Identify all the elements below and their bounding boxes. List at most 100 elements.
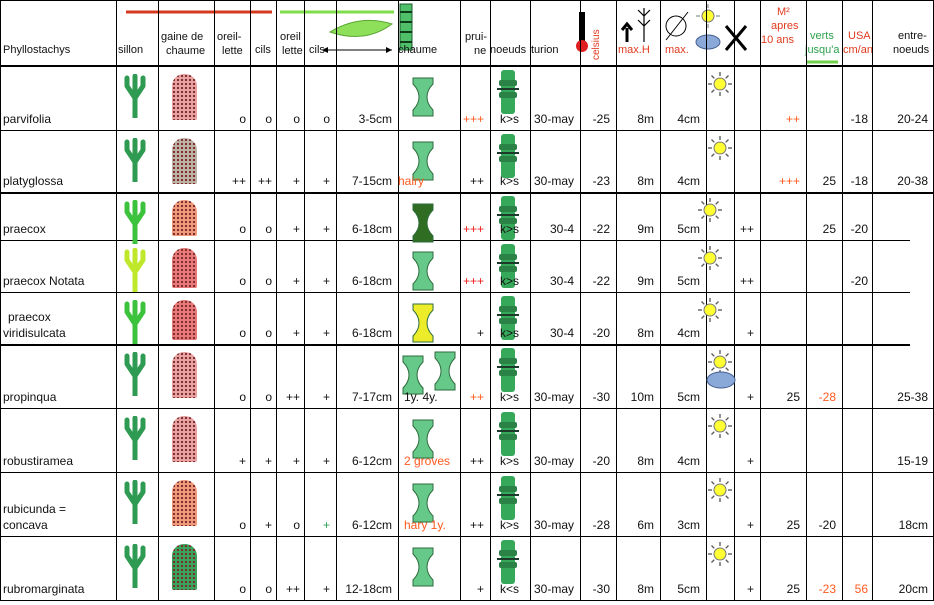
max-height-value: 8m xyxy=(637,112,654,126)
groove-leaf-icon xyxy=(122,351,148,401)
col-rule xyxy=(734,0,735,600)
pruine-value: +++ xyxy=(462,112,484,126)
col-header-gaine-2: chaume xyxy=(166,45,206,57)
cils-value: o xyxy=(265,390,272,404)
col-header-cils-a: cils xyxy=(255,44,271,56)
max-height-value: 8m xyxy=(637,326,654,340)
species-name: rubromarginata xyxy=(3,582,85,596)
diameter-icon xyxy=(665,15,687,37)
col-header-pruine-2: ne xyxy=(474,45,487,57)
cils-value: + xyxy=(322,274,330,288)
col-rule xyxy=(116,0,117,600)
edible-value: + xyxy=(746,390,754,404)
internode-value: 18cm xyxy=(898,518,928,532)
cils-value: + xyxy=(322,454,330,468)
oreillette-value: + xyxy=(292,274,300,288)
leaf-size-value: 6-18cm xyxy=(351,274,392,288)
culm-sheath-icon xyxy=(172,74,197,120)
top-border xyxy=(0,0,934,1)
max-height-value: 10m xyxy=(630,390,654,404)
species-name: propinqua xyxy=(3,390,57,404)
culm-icon xyxy=(412,418,434,465)
col-rule xyxy=(580,0,581,600)
oreillette-value: o xyxy=(239,112,246,126)
col-rule xyxy=(276,0,277,600)
max-diameter-value: 5cm xyxy=(677,582,700,596)
hardiness-value: -30 xyxy=(592,390,610,404)
header-rule xyxy=(0,65,934,67)
culm-icon xyxy=(412,250,434,297)
species-name: praecox xyxy=(3,222,46,236)
leaf-size-value: 6-12cm xyxy=(351,454,392,468)
col-header-maxd: max. xyxy=(665,44,689,56)
col-header-pruine-1: prui- xyxy=(465,31,488,43)
col-rule xyxy=(490,0,491,600)
oreillette-value: + xyxy=(292,174,300,188)
node-icon xyxy=(497,296,519,345)
max-diameter-value: 4cm xyxy=(677,112,700,126)
hardiness-value: -20 xyxy=(592,454,610,468)
m2-value: 25 xyxy=(786,518,800,532)
groove-leaf-icon xyxy=(122,247,148,297)
verts-value: 25 xyxy=(822,174,836,188)
col-header-turion: turion xyxy=(531,44,559,56)
max-diameter-value: 5cm xyxy=(677,274,700,288)
col-rule xyxy=(530,0,531,600)
oreillette-value: ++ xyxy=(231,174,246,188)
node-icon xyxy=(497,244,519,293)
cils-value: + xyxy=(322,582,330,596)
col-rule xyxy=(398,0,399,600)
cils-value: + xyxy=(322,518,330,532)
col-header-sillon: sillon xyxy=(118,44,144,56)
pruine-value: ++ xyxy=(469,518,484,532)
leaf-size-value: 12-18cm xyxy=(345,582,392,596)
cils-value: o xyxy=(265,274,272,288)
cils-value: + xyxy=(322,326,330,340)
groove-leaf-icon xyxy=(122,299,148,349)
col-header-maxh: max.H xyxy=(618,44,650,56)
m2-value: 25 xyxy=(786,582,800,596)
col-header-usa-2: cm/an xyxy=(843,44,873,56)
species-name: praecox xyxy=(8,310,51,324)
hardiness-value: -25 xyxy=(592,112,610,126)
groove-leaf-icon xyxy=(122,137,148,187)
usa-value: -18 xyxy=(850,112,868,126)
col-rule xyxy=(460,0,461,600)
oreillette-value: ++ xyxy=(285,390,300,404)
cils-value: o xyxy=(265,326,272,340)
leaf-icon xyxy=(328,19,394,37)
leaf-size-value: 6-18cm xyxy=(351,222,392,236)
max-diameter-value: 5cm xyxy=(677,222,700,236)
turion-value: 30-may xyxy=(533,454,574,468)
species-name: concava xyxy=(3,518,48,532)
leaf-size-value: 6-12cm xyxy=(351,518,392,532)
culm-sheath-icon xyxy=(172,248,197,288)
culm-icon xyxy=(402,354,424,401)
col-header-usa-1: USA xyxy=(848,30,871,42)
col-header-celsius: celsius xyxy=(591,29,602,60)
node-ratio-value: k>s xyxy=(500,222,520,236)
pruine-value: ++ xyxy=(469,454,484,468)
hardiness-value: -23 xyxy=(592,174,610,188)
header-graphics xyxy=(126,3,838,64)
edible-value: + xyxy=(746,326,754,340)
culm-icon xyxy=(412,140,434,187)
col-rule xyxy=(214,0,215,600)
sun-icon xyxy=(708,478,732,507)
node-icon xyxy=(497,476,519,525)
col-header-verts-2: jusqu'a xyxy=(805,44,840,56)
hardiness-value: -30 xyxy=(592,582,610,596)
groove-leaf-icon xyxy=(122,199,148,249)
cils-value: o xyxy=(265,112,272,126)
oreillette-value: ++ xyxy=(285,582,300,596)
col-header-noeuds: noeuds xyxy=(490,44,527,56)
species-name: parvifolia xyxy=(3,112,52,126)
col-rule xyxy=(158,0,159,600)
turion-value: 30-may xyxy=(533,174,574,188)
verts-value: -23 xyxy=(818,582,836,596)
species-name: rubicunda = xyxy=(3,502,67,516)
cutlery-icon xyxy=(724,25,748,51)
row-rule xyxy=(0,240,910,241)
col-header-name: Phyllostachys xyxy=(3,44,71,56)
sun-cloud-icon xyxy=(701,9,715,23)
